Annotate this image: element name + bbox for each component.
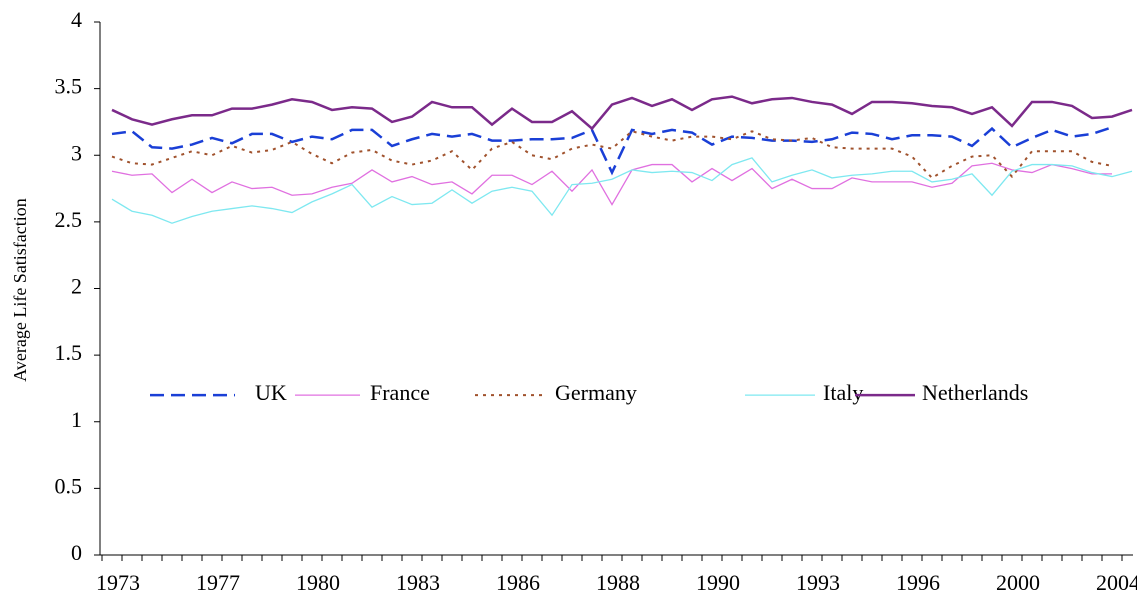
x-tick-label: 1980 (296, 570, 340, 595)
x-tick-label: 2000 (996, 570, 1040, 595)
series-line (111, 157, 1133, 224)
x-tick-label: 1986 (496, 570, 540, 595)
x-tick-label: 1973 (96, 570, 140, 595)
x-tick-label: 1988 (596, 570, 640, 595)
series-line (111, 95, 1133, 131)
x-tick-label: 2004 (1096, 570, 1137, 595)
legend-label: Italy (823, 380, 863, 405)
x-tick-label: 1993 (796, 570, 840, 595)
legend-label: France (370, 380, 430, 405)
x-tick-label: 1977 (196, 570, 240, 595)
legend-label: Germany (555, 380, 637, 405)
y-tick-label: 3 (71, 140, 82, 165)
y-tick-label: 2 (71, 274, 82, 299)
legend-label: Netherlands (922, 380, 1028, 405)
x-tick-label: 1990 (696, 570, 740, 595)
y-tick-label: 4 (71, 7, 82, 32)
y-tick-label: 0 (71, 540, 82, 565)
series-line (111, 126, 1113, 176)
series-line (111, 162, 1112, 206)
y-axis-title: Average Life Satisfaction (10, 198, 30, 382)
y-tick-label: 3.5 (55, 74, 83, 99)
y-tick-label: 2.5 (55, 207, 83, 232)
y-tick-label: 1 (71, 407, 82, 432)
y-tick-label: 1.5 (55, 340, 83, 365)
x-tick-label: 1983 (396, 570, 440, 595)
x-tick-label: 1996 (896, 570, 940, 595)
y-tick-label: 0.5 (55, 473, 83, 498)
legend-label: UK (255, 380, 287, 405)
